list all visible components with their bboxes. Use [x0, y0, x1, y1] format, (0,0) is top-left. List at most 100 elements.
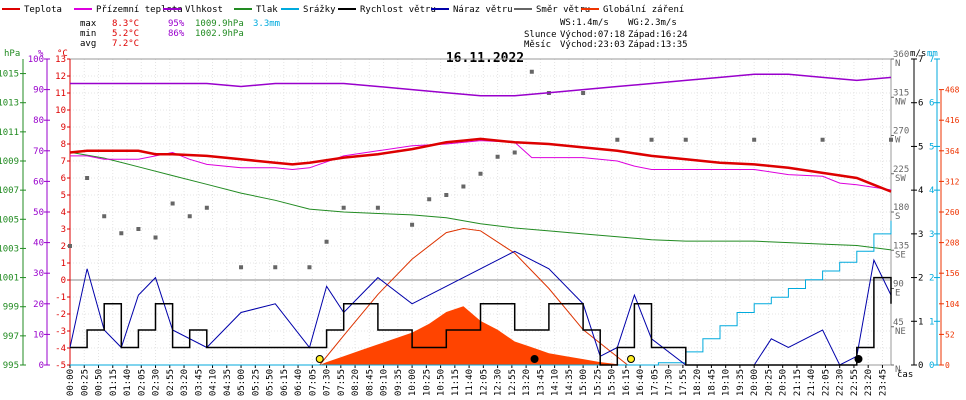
series-direction-point [187, 214, 192, 219]
temp-tick-label: -1 [55, 293, 66, 303]
series-direction-point [752, 137, 757, 142]
series-direction-point [889, 137, 893, 142]
series-radiation [70, 306, 891, 365]
stat-min-hum: 86% [168, 29, 185, 39]
plot-area [68, 69, 893, 366]
temp-tick-label: -5 [55, 361, 66, 371]
time-tick-label: 22:30 [836, 369, 846, 396]
series-direction-point [341, 205, 346, 210]
pct-tick-label: 100 [28, 55, 44, 65]
hpa-tick-label: 1007 [0, 186, 19, 196]
rad-tick-label: 416 [945, 116, 960, 125]
time-tick-label: 08:45 [365, 369, 375, 396]
dir-tick-label: 225 [893, 165, 909, 175]
hpa-tick-label: 1001 [0, 274, 19, 284]
time-tick-label: 02:30 [152, 369, 162, 396]
rad-tick-label: 52 [945, 330, 955, 339]
series-direction-point [581, 91, 586, 95]
time-tick-label: 22:55 [850, 369, 860, 396]
series-direction-point [444, 193, 449, 197]
marker-sunrise [315, 355, 324, 363]
time-tick-label: 02:55 [166, 369, 176, 396]
time-tick-label: 12:30 [494, 369, 504, 396]
mm-unit: mm [927, 49, 938, 59]
time-tick-label: 00:00 [66, 369, 76, 396]
legend-label: Tlak [256, 5, 278, 15]
time-tick-label: 11:40 [465, 369, 475, 396]
series-direction-point [461, 184, 466, 189]
time-tick-label: 23:45 [878, 369, 888, 396]
mm-tick-label: 2 [929, 274, 934, 284]
temp-tick-label: 3 [61, 225, 66, 235]
pct-tick-label: 30 [33, 269, 44, 279]
series-direction-point [136, 227, 141, 231]
time-tick-label: 15:00 [579, 369, 589, 396]
series-direction-point [478, 171, 483, 176]
info-moon-label: Měsíc [524, 40, 551, 50]
dir-tick-label: 180 [893, 203, 909, 213]
time-tick-label: 07:55 [337, 369, 347, 396]
pct-tick-label: 0 [39, 361, 44, 371]
time-tick-label: 15:25 [593, 369, 603, 396]
time-tick-label: 03:20 [180, 369, 190, 396]
legend-label: Rychlost větru [360, 5, 436, 15]
series-direction-point [375, 205, 380, 210]
dir-tick-name: S [895, 212, 900, 222]
pct-tick-label: 90 [33, 86, 44, 96]
info-block: WS:1.4m/s WG:2.3m/s Slunce Východ:07:18 Zápa… [524, 18, 688, 50]
series-direction-point [529, 69, 534, 74]
stat-max-rain: 3.3mm [253, 19, 280, 29]
time-unit: čas [897, 369, 913, 380]
stats-block: max 8.3°C 95% 1009.9hPa 3.3mm min 5.2°C 86% 1002… [80, 19, 280, 49]
series-direction-point [410, 222, 415, 227]
mm-tick-label: 1 [929, 317, 934, 327]
pct-unit: % [38, 49, 44, 59]
pct-tick-label: 40 [33, 239, 44, 249]
temp-tick-label: 8 [61, 140, 66, 150]
info-moon-set: Západ:13:35 [628, 40, 688, 50]
hpa-tick-label: 997 [3, 332, 19, 342]
dir-tick-name: N [895, 59, 900, 69]
legend-label: Směr větru [536, 5, 590, 15]
rad-tick-label: 208 [945, 239, 960, 248]
ms-tick-label: 2 [918, 274, 923, 284]
time-tick-label: 09:35 [394, 369, 404, 396]
pct-tick-label: 70 [33, 147, 44, 157]
rad-tick-label: 104 [945, 300, 960, 309]
time-tick-label: 18:45 [707, 369, 717, 396]
series-direction-point [153, 235, 158, 240]
stat-min-temp: 5.2°C [112, 29, 139, 39]
stat-min-label: min [80, 29, 96, 39]
pct-tick-label: 80 [33, 116, 44, 126]
time-tick-label: 21:40 [807, 369, 817, 396]
marker-moonset [530, 355, 539, 363]
time-tick-label: 09:10 [380, 369, 390, 396]
series-direction-point [273, 265, 278, 270]
series-direction-point [239, 265, 244, 270]
series-direction-point [820, 137, 825, 142]
dir-tick-label: 315 [893, 88, 909, 98]
info-ws: WS:1.4m/s [560, 18, 609, 28]
dir-tick-name: NE [895, 327, 906, 337]
series-direction-point [649, 137, 654, 142]
dir-tick-label: 135 [893, 241, 909, 251]
time-tick-label: 18:20 [693, 369, 703, 396]
time-tick-label: 00:50 [95, 369, 105, 396]
rad-tick-label: 312 [945, 177, 960, 186]
stat-max-press: 1009.9hPa [195, 19, 244, 29]
temp-tick-label: 12 [55, 72, 66, 82]
legend-label: Náraz větru [453, 5, 513, 15]
dir-tick-name: W [895, 136, 901, 146]
time-tick-label: 12:05 [479, 369, 489, 396]
mm-tick-label: 4 [929, 186, 934, 196]
time-tick-label: 02:05 [137, 369, 147, 396]
info-sun-set: Západ:16:24 [628, 30, 688, 40]
rad-tick-label: 364 [945, 147, 960, 156]
legend-label: Globální záření [603, 5, 684, 15]
pct-tick-label: 50 [33, 208, 44, 218]
hpa-tick-label: 1015 [0, 70, 19, 80]
stat-max-label: max [80, 19, 97, 29]
hpa-tick-label: 1005 [0, 215, 19, 225]
hpa-tick-label: 1011 [0, 128, 19, 138]
